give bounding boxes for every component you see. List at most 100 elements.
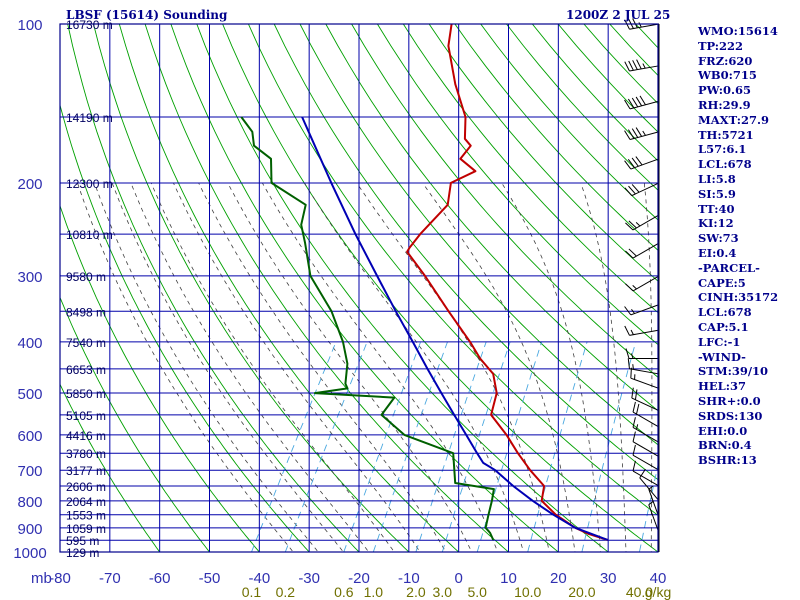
index-entry: SHR+:0.0 bbox=[698, 393, 761, 408]
height-label: 5105 m bbox=[66, 409, 106, 423]
mixing-ratio-line bbox=[372, 341, 448, 552]
wind-barb-feather bbox=[625, 348, 630, 359]
pressure-unit-label: mb bbox=[31, 570, 52, 587]
wind-barb-half-feather bbox=[648, 485, 654, 490]
index-entry: LCL:678 bbox=[698, 305, 752, 320]
wind-barbs bbox=[624, 18, 660, 552]
moist-adiabat bbox=[150, 182, 395, 552]
wind-barb-feather bbox=[632, 431, 636, 442]
parcel-line bbox=[301, 116, 609, 541]
chart-time: 1200Z 2 JUL 25 bbox=[566, 8, 671, 22]
wind-barb-feather bbox=[628, 60, 634, 71]
index-entry: LFC:-1 bbox=[698, 334, 741, 349]
moist-adiabat bbox=[227, 182, 473, 552]
pressure-tick-label: 1000 bbox=[13, 545, 46, 562]
temperature-tick-label: -50 bbox=[199, 570, 221, 587]
pressure-tick-label: 100 bbox=[17, 17, 42, 34]
index-entry: EI:0.4 bbox=[698, 245, 737, 260]
temperature-tick-label: 0 bbox=[454, 570, 462, 587]
index-entry: PW:0.65 bbox=[698, 83, 752, 98]
temperature-tick-label: -30 bbox=[298, 570, 320, 587]
moist-adiabat bbox=[304, 182, 524, 552]
pressure-tick-label: 400 bbox=[17, 335, 42, 352]
temperature-tick-label: -20 bbox=[348, 570, 370, 587]
wind-barb-feather bbox=[632, 60, 638, 70]
wind-barb-shaft bbox=[630, 304, 660, 316]
moist-adiabat bbox=[94, 182, 319, 552]
index-entry: L57:6.1 bbox=[698, 142, 747, 157]
wind-barb-feather bbox=[631, 387, 634, 399]
wind-barb-feather bbox=[632, 417, 636, 428]
wind-barb-feather bbox=[624, 130, 631, 140]
height-label: 7540 m bbox=[66, 336, 106, 350]
index-entry: FRZ:620 bbox=[698, 53, 753, 68]
height-label: 3780 m bbox=[66, 447, 106, 461]
wind-barb-feather bbox=[635, 403, 640, 415]
stability-indices-panel: WMO:15614 TP:222 FRZ:620 WB0:715 PW:0.65 RH:2… bbox=[698, 24, 778, 468]
moist-adiabat bbox=[422, 182, 576, 552]
height-label: 2606 m bbox=[66, 480, 106, 494]
index-entry: KI:12 bbox=[698, 216, 734, 231]
wind-barb-feather bbox=[627, 129, 635, 139]
pressure-tick-label: 300 bbox=[17, 269, 42, 286]
height-label: 1553 m bbox=[66, 509, 106, 523]
index-entry: TP:222 bbox=[698, 38, 744, 53]
wind-barb-shaft bbox=[632, 426, 660, 443]
height-label: 8498 m bbox=[66, 305, 106, 319]
pressure-tick-label: 200 bbox=[17, 176, 42, 193]
mixing-ratio-label: 0.6 bbox=[334, 584, 354, 600]
mixing-ratio-label: 20.0 bbox=[568, 584, 595, 600]
wind-barb-feather bbox=[634, 389, 638, 400]
wind-barb-feather bbox=[631, 184, 640, 193]
index-entry: SI:5.9 bbox=[698, 186, 736, 201]
dewpoint-line bbox=[240, 116, 495, 541]
temperature-line bbox=[406, 24, 609, 541]
mixing-ratio-label: 2.0 bbox=[406, 584, 426, 600]
height-label: 14190 m bbox=[66, 111, 113, 125]
wind-barb-half-feather bbox=[642, 63, 646, 69]
wind-barb-shaft bbox=[629, 131, 660, 141]
mixing-ratio-line bbox=[581, 341, 637, 552]
height-label: 9580 m bbox=[66, 270, 106, 284]
dry-adiabat bbox=[60, 296, 211, 552]
wind-barb-shaft bbox=[629, 329, 660, 336]
dry-adiabat bbox=[118, 24, 460, 552]
temperature-tick-label: 40 bbox=[650, 570, 667, 587]
wind-barb-feather bbox=[625, 222, 634, 231]
wind-barb-shaft bbox=[629, 23, 660, 30]
mixing-ratio-label: 40.0 bbox=[626, 584, 653, 600]
pressure-tick-label: 900 bbox=[17, 521, 42, 538]
temperature-tick-label: 20 bbox=[550, 570, 567, 587]
dry-adiabat bbox=[170, 24, 560, 552]
wind-barb-shaft bbox=[632, 441, 660, 458]
pressure-tick-label: 500 bbox=[17, 386, 42, 403]
mixing-ratio-unit: g/kg bbox=[645, 584, 671, 600]
index-entry: TH:5721 bbox=[698, 127, 754, 142]
wind-barb-shaft bbox=[632, 411, 660, 428]
wind-barb-feather bbox=[636, 59, 642, 70]
moist-adiabat bbox=[173, 182, 421, 552]
moist-adiabat bbox=[77, 182, 294, 552]
wind-barb-half-feather bbox=[632, 364, 634, 370]
moist-adiabat bbox=[261, 182, 499, 552]
height-label: 1059 m bbox=[66, 522, 106, 536]
mixing-ratio-label: 0.1 bbox=[242, 584, 262, 600]
wind-barb-shaft bbox=[648, 504, 660, 534]
height-label: 4416 m bbox=[66, 429, 106, 443]
mixing-ratio-line bbox=[441, 341, 511, 552]
height-label: 129 m bbox=[66, 546, 99, 560]
moist-adiabat bbox=[501, 182, 601, 552]
index-entry: WB0:715 bbox=[698, 68, 757, 83]
moist-adiabat bbox=[130, 182, 370, 552]
mixing-ratio-label: 1.0 bbox=[364, 584, 384, 600]
index-entry: -PARCEL- bbox=[698, 260, 760, 275]
wind-barb-shaft bbox=[632, 242, 660, 259]
index-entry: CAPE:5 bbox=[698, 275, 746, 290]
pressure-tick-label: 700 bbox=[17, 463, 42, 480]
mixing-ratio-label: 10.0 bbox=[514, 584, 541, 600]
wind-barb-feather bbox=[628, 248, 637, 257]
wind-barb-shaft bbox=[630, 377, 660, 389]
wind-barb-feather bbox=[625, 250, 634, 259]
